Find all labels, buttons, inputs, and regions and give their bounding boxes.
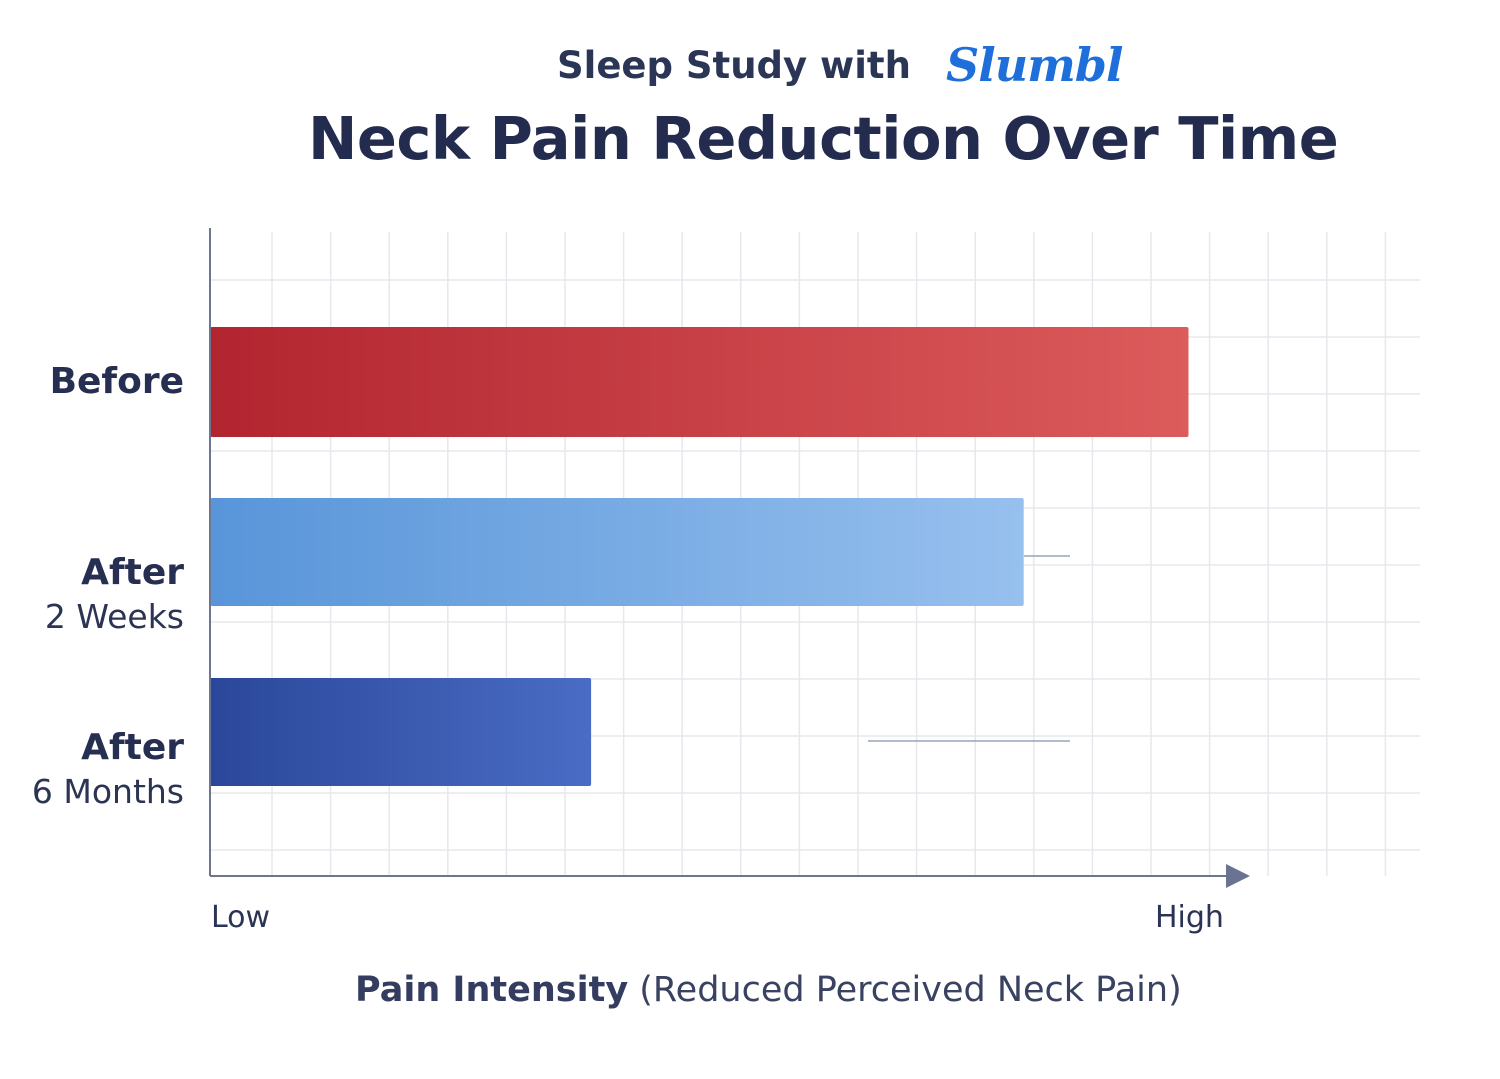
category-label-before: Before xyxy=(50,360,184,404)
x-axis-label: Pain Intensity (Reduced Perceived Neck P… xyxy=(355,970,1182,1010)
category-label-after-6-months: After 6 Months xyxy=(32,726,184,814)
chart-axes xyxy=(209,228,1250,888)
chart-subtitle: Sleep Study with xyxy=(557,44,911,87)
category-label-main: Before xyxy=(49,361,184,402)
x-axis-label-main: Pain Intensity xyxy=(355,970,629,1010)
brand-logo: Slumbl xyxy=(946,38,1123,92)
bar xyxy=(210,327,1189,437)
x-axis-label-detail: (Reduced Perceived Neck Pain) xyxy=(639,970,1182,1010)
category-label-after-2-weeks: After 2 Weeks xyxy=(45,551,184,639)
x-axis-arrowhead xyxy=(1226,864,1250,888)
bar-series xyxy=(210,327,1189,786)
category-label-main: After xyxy=(81,727,184,768)
chart-title: Neck Pain Reduction Over Time xyxy=(308,104,1339,173)
bar xyxy=(210,498,1024,606)
category-label-sub: 2 Weeks xyxy=(44,597,184,636)
category-label-main: After xyxy=(81,552,184,593)
bar xyxy=(210,678,592,786)
x-tick-label-low: Low xyxy=(211,900,271,935)
category-label-sub: 6 Months xyxy=(31,772,184,811)
x-tick-label-high: High xyxy=(1155,900,1224,935)
